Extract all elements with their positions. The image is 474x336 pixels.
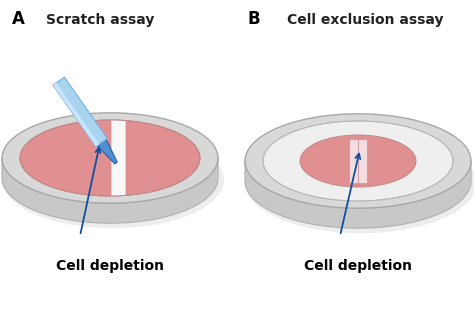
Ellipse shape — [20, 120, 200, 196]
Text: B: B — [248, 10, 261, 28]
Text: Scratch assay: Scratch assay — [46, 13, 154, 27]
Bar — [111, 115, 125, 201]
Ellipse shape — [2, 113, 218, 203]
Ellipse shape — [245, 133, 474, 233]
Ellipse shape — [300, 135, 416, 187]
Polygon shape — [245, 161, 471, 228]
Text: A: A — [12, 10, 25, 28]
Bar — [349, 139, 367, 183]
Polygon shape — [2, 158, 218, 223]
Polygon shape — [53, 83, 100, 146]
Text: Cell exclusion assay: Cell exclusion assay — [287, 13, 443, 27]
Ellipse shape — [245, 114, 471, 208]
Polygon shape — [53, 77, 108, 146]
Ellipse shape — [2, 132, 224, 228]
Ellipse shape — [263, 121, 453, 201]
Ellipse shape — [20, 120, 200, 196]
Bar — [349, 139, 367, 183]
Polygon shape — [97, 139, 117, 164]
Text: Cell depletion: Cell depletion — [304, 259, 412, 273]
Text: Cell depletion: Cell depletion — [56, 259, 164, 273]
